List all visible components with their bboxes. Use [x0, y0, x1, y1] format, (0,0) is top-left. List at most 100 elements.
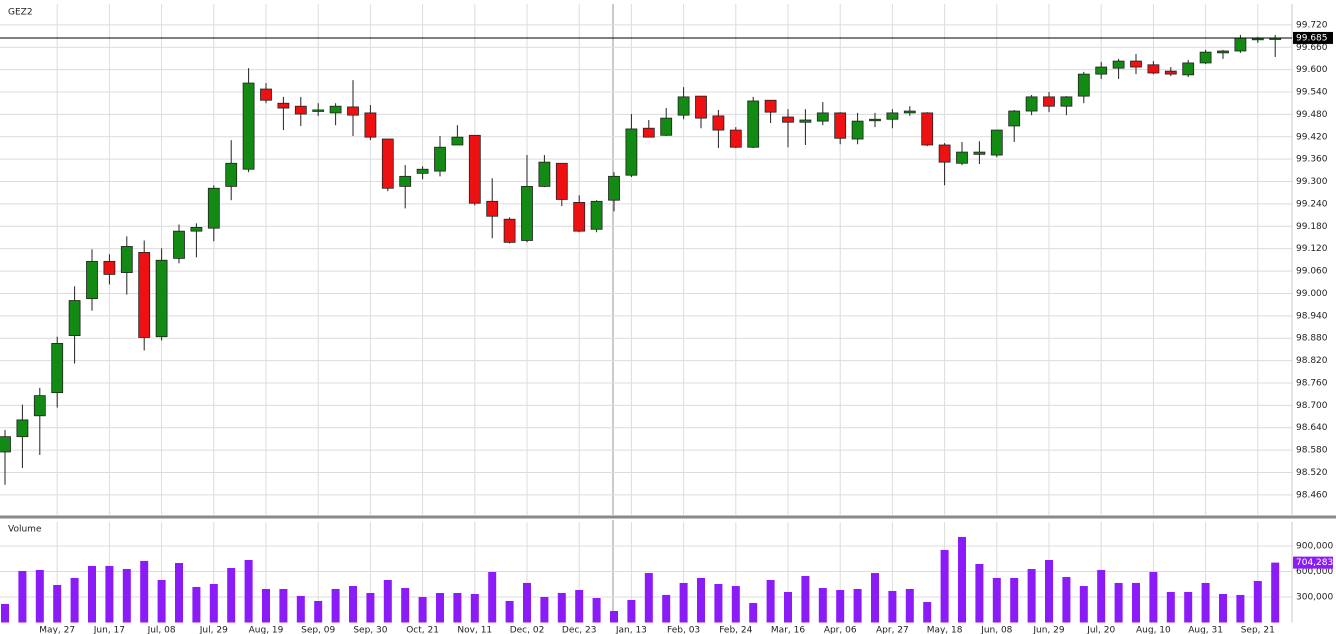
- x-tick-label: Dec, 23: [562, 626, 597, 634]
- y-tick-label: 99.060: [1296, 267, 1328, 277]
- volume-bar: [470, 594, 479, 623]
- candle-body: [225, 162, 238, 187]
- volume-bar: [296, 595, 305, 623]
- candle-body: [921, 112, 934, 146]
- y-tick-label: 98.760: [1296, 378, 1328, 388]
- volume-bar: [1027, 569, 1036, 623]
- x-tick-label: Feb, 24: [719, 626, 752, 634]
- volume-bar: [314, 600, 323, 623]
- x-tick-label: Aug, 31: [1188, 626, 1223, 634]
- volume-bar: [105, 565, 114, 623]
- volume-bar: [992, 577, 1001, 623]
- volume-bar: [1045, 560, 1053, 623]
- volume-bar: [1253, 581, 1262, 623]
- y-tick-label: 99.180: [1296, 222, 1328, 232]
- volume-bar: [401, 587, 410, 623]
- volume-bar: [122, 569, 131, 623]
- x-tick-label: Apr, 27: [876, 626, 909, 634]
- volume-bar: [70, 577, 79, 623]
- candle-body: [138, 252, 151, 338]
- candle-body: [68, 300, 81, 336]
- volume-bar: [1184, 591, 1193, 623]
- last-price-label: 99.685: [1296, 33, 1328, 43]
- y-tick-label: 99.720: [1296, 20, 1328, 30]
- volume-bar: [818, 587, 827, 623]
- candle-body: [16, 419, 29, 438]
- y-tick-label: 99.420: [1296, 132, 1328, 142]
- volume-bar: [1097, 569, 1106, 623]
- y-tick-label: 99.000: [1296, 289, 1328, 299]
- volume-bar: [975, 564, 984, 623]
- candle-body: [729, 129, 742, 148]
- candle-body: [242, 82, 255, 170]
- volume-bar: [1166, 591, 1175, 623]
- volume-bar: [923, 602, 932, 623]
- y-tick-label: 600,000: [1296, 567, 1333, 577]
- x-tick-label: Feb, 03: [667, 626, 700, 634]
- candle-body: [1060, 96, 1073, 107]
- volume-bar: [383, 579, 392, 623]
- volume-bar: [262, 589, 270, 623]
- candle-body: [764, 99, 777, 113]
- volume-bar: [1062, 577, 1071, 623]
- volume-bar: [662, 594, 671, 623]
- last-volume-box: [1293, 556, 1333, 569]
- volume-bar: [279, 589, 288, 623]
- volume-bar: [540, 596, 549, 623]
- volume-bar: [1219, 594, 1227, 623]
- candle-body: [312, 109, 325, 112]
- volume-bar: [157, 579, 166, 623]
- volume-bar: [366, 592, 375, 623]
- volume-bar: [1236, 594, 1245, 623]
- volume-bar: [175, 562, 183, 623]
- volume-bar: [505, 600, 514, 623]
- y-tick-label: 98.820: [1296, 356, 1328, 366]
- x-tick-label: Aug, 19: [249, 626, 284, 634]
- x-tick-label: Sep, 30: [353, 626, 387, 634]
- y-tick-label: 98.640: [1296, 423, 1328, 433]
- volume-bar: [940, 549, 949, 623]
- x-tick-label: Jun, 29: [1032, 626, 1065, 634]
- volume-bar: [836, 590, 845, 623]
- volume-bar: [140, 560, 149, 623]
- x-tick-label: Sep, 09: [301, 626, 335, 634]
- volume-bar: [644, 573, 653, 623]
- volume-bar: [192, 586, 201, 623]
- x-tick-label: Sep, 21: [1241, 626, 1275, 634]
- volume-bar: [209, 583, 218, 623]
- candle-body: [677, 96, 690, 116]
- candle-body: [277, 102, 290, 109]
- volume-bar: [1, 603, 9, 623]
- volume-bar: [714, 583, 723, 623]
- volume-bar: [523, 582, 531, 623]
- candle-body: [33, 395, 46, 417]
- y-tick-label: 98.700: [1296, 401, 1328, 411]
- candle-body: [869, 118, 881, 122]
- y-tick-label: 98.940: [1296, 311, 1328, 321]
- candle-body: [503, 218, 516, 243]
- candle-body: [903, 110, 916, 114]
- candle-body: [347, 106, 359, 116]
- volume-bar: [888, 590, 897, 623]
- y-tick-label: 900,000: [1296, 541, 1333, 551]
- y-tick-label: 98.580: [1296, 446, 1328, 456]
- candle-body: [155, 259, 168, 338]
- volume-bar: [1079, 586, 1088, 623]
- x-tick-label: Jul, 29: [199, 626, 228, 634]
- volume-bar: [1271, 562, 1280, 623]
- candle-body: [434, 146, 446, 172]
- candle-body: [782, 116, 794, 123]
- candle-body: [364, 112, 377, 138]
- candle-body: [1147, 64, 1160, 74]
- candle-body: [451, 136, 464, 146]
- candle-body: [399, 175, 412, 187]
- x-tick-label: Oct, 21: [406, 626, 439, 634]
- candle-body: [207, 187, 220, 229]
- candle-body: [329, 105, 342, 114]
- x-tick-label: Jul, 08: [147, 626, 176, 634]
- candle-body: [294, 105, 307, 115]
- candle-body: [1164, 70, 1177, 75]
- candle-body: [938, 144, 951, 163]
- x-tick-label: Nov, 11: [457, 626, 492, 634]
